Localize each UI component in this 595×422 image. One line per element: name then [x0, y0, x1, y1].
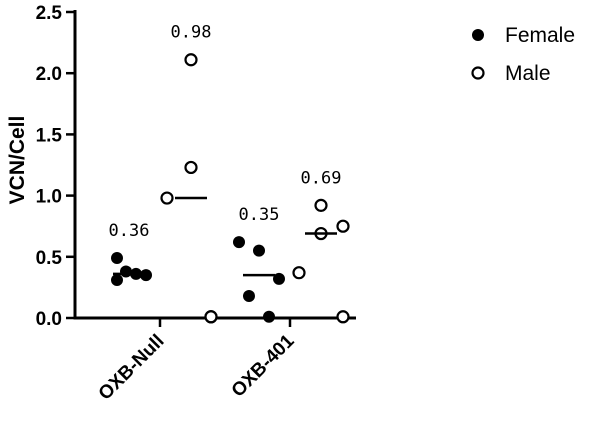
x-tick-label: OXB-401 [228, 330, 299, 401]
data-point [336, 310, 350, 324]
data-point [204, 310, 218, 324]
median-value-label: 0.98 [171, 23, 212, 43]
y-tick-label: 2.5 [36, 3, 63, 24]
data-point [233, 236, 245, 249]
data-point [160, 191, 174, 205]
legend-marker [472, 29, 484, 41]
median-value-label: 0.36 [109, 221, 150, 241]
y-tick-label: 1.5 [36, 125, 63, 146]
median-annotations: 0.36 0.35 0.98 0.69 [109, 23, 342, 241]
data-point [184, 53, 198, 67]
x-tick-label: OXB-Null [95, 331, 169, 405]
y-tick-label: 2.0 [36, 64, 62, 85]
data-point [253, 244, 265, 257]
median-value-label: 0.69 [301, 168, 342, 188]
data-points [111, 53, 350, 324]
data-point [292, 266, 306, 280]
y-tick-label: 0.0 [36, 309, 62, 330]
legend-marker [471, 66, 485, 80]
data-point [111, 274, 123, 287]
data-point [120, 265, 132, 278]
data-point [184, 160, 198, 175]
data-point [273, 272, 285, 285]
legend: Female Male [471, 24, 575, 85]
y-axis-label: VCN/Cell [6, 116, 29, 205]
data-point [243, 289, 255, 302]
data-point [111, 252, 123, 265]
data-point [314, 198, 328, 212]
data-point [263, 310, 275, 323]
legend-label: Male [505, 62, 551, 85]
legend-label: Female [505, 24, 575, 47]
data-point [336, 219, 350, 233]
data-point [140, 269, 152, 282]
y-tick-label: 0.5 [36, 248, 63, 269]
x-axis: OXB-Null OXB-401 [73, 316, 356, 405]
median-lines [113, 196, 337, 277]
y-axis: 0.0 0.5 1.0 1.5 2.0 2.5 [36, 3, 77, 330]
y-tick-label: 1.0 [36, 187, 62, 208]
median-value-label: 0.35 [239, 205, 280, 225]
